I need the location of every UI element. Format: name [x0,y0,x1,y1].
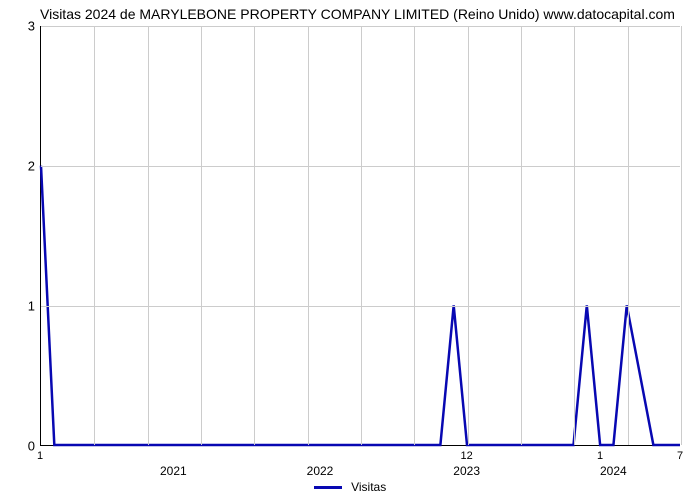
ytick-label: 3 [5,19,35,34]
gridline-v [308,26,309,445]
gridline-v [468,26,469,445]
xtick-year: 2023 [453,464,480,478]
plot-area [40,26,680,446]
ytick-label: 1 [5,299,35,314]
gridline-v [628,26,629,445]
gridline-v [94,26,95,445]
gridline-v [521,26,522,445]
gridline-v [201,26,202,445]
legend-label: Visitas [351,480,386,494]
xtick-year: 2022 [307,464,334,478]
xtick-minor: 7 [677,450,683,462]
xtick-year: 2021 [160,464,187,478]
ytick-label: 0 [5,439,35,454]
ytick-label: 2 [5,159,35,174]
gridline-v [681,26,682,445]
chart-title: Visitas 2024 de MARYLEBONE PROPERTY COMP… [40,6,675,22]
xtick-minor: 1 [37,450,43,462]
gridline-v [414,26,415,445]
gridline-v [361,26,362,445]
legend-swatch [314,486,342,489]
gridline-v [574,26,575,445]
gridline-v [148,26,149,445]
gridline-v [254,26,255,445]
legend: Visitas [0,480,700,494]
xtick-minor: 1 [597,450,603,462]
xtick-year: 2024 [600,464,627,478]
xtick-minor: 12 [461,450,473,462]
